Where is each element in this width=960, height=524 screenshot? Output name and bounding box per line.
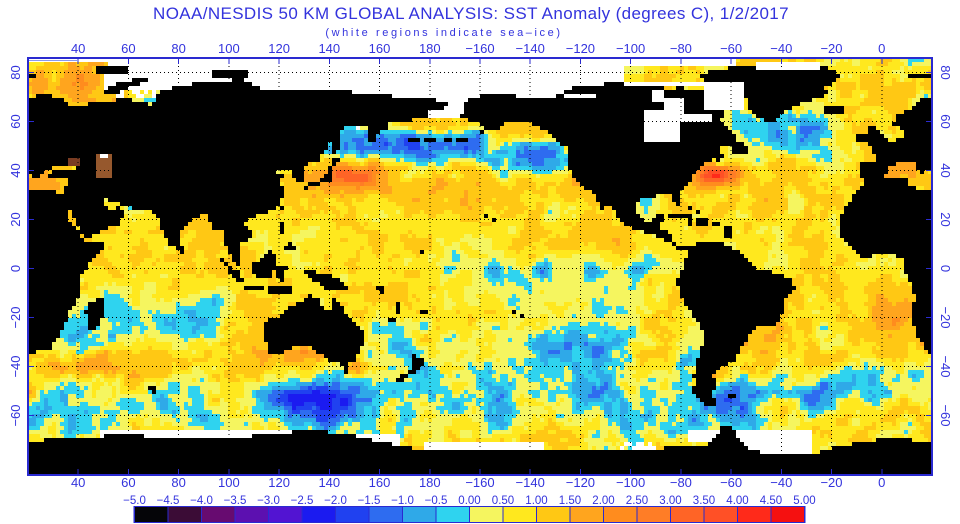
svg-text:60: 60 [8, 114, 23, 128]
svg-text:140: 140 [318, 475, 340, 490]
svg-text:−80: −80 [670, 41, 692, 56]
svg-text:−40: −40 [8, 355, 23, 377]
svg-text:−3.0: −3.0 [257, 495, 280, 507]
svg-text:60: 60 [938, 114, 953, 128]
svg-text:180: 180 [419, 475, 441, 490]
svg-text:(white regions indicate sea–ic: (white regions indicate sea–ice) [325, 27, 562, 39]
svg-text:−140: −140 [516, 41, 545, 56]
svg-text:1.50: 1.50 [559, 495, 581, 507]
svg-text:100: 100 [218, 475, 240, 490]
svg-text:0: 0 [878, 475, 885, 490]
svg-text:160: 160 [369, 41, 391, 56]
svg-text:−20: −20 [938, 306, 953, 328]
svg-text:80: 80 [171, 41, 185, 56]
svg-text:120: 120 [268, 41, 290, 56]
svg-text:−2.5: −2.5 [291, 495, 314, 507]
svg-text:−160: −160 [465, 41, 494, 56]
svg-text:40: 40 [71, 41, 85, 56]
svg-text:0: 0 [8, 265, 23, 272]
svg-text:80: 80 [938, 65, 953, 79]
svg-text:20: 20 [8, 212, 23, 226]
svg-text:0.50: 0.50 [492, 495, 514, 507]
svg-text:3.00: 3.00 [659, 495, 681, 507]
svg-text:−5.0: −5.0 [123, 495, 146, 507]
svg-text:−40: −40 [938, 355, 953, 377]
svg-text:−120: −120 [566, 41, 595, 56]
svg-text:2.00: 2.00 [592, 495, 614, 507]
svg-text:−2.0: −2.0 [324, 495, 347, 507]
svg-text:−140: −140 [516, 475, 545, 490]
svg-text:−20: −20 [820, 41, 842, 56]
svg-text:120: 120 [268, 475, 290, 490]
svg-text:−40: −40 [770, 41, 792, 56]
svg-text:2.50: 2.50 [626, 495, 648, 507]
svg-text:−20: −20 [8, 306, 23, 328]
svg-text:0: 0 [938, 265, 953, 272]
svg-text:4.50: 4.50 [760, 495, 782, 507]
svg-text:−80: −80 [670, 475, 692, 490]
svg-text:140: 140 [318, 41, 340, 56]
svg-text:40: 40 [71, 475, 85, 490]
svg-text:40: 40 [938, 163, 953, 177]
svg-text:80: 80 [171, 475, 185, 490]
svg-text:−0.5: −0.5 [425, 495, 448, 507]
svg-text:180: 180 [419, 41, 441, 56]
svg-text:−1.5: −1.5 [358, 495, 381, 507]
svg-text:−60: −60 [938, 404, 953, 426]
svg-text:60: 60 [121, 475, 135, 490]
svg-text:−1.0: −1.0 [391, 495, 414, 507]
svg-text:−60: −60 [720, 475, 742, 490]
svg-text:−4.0: −4.0 [190, 495, 213, 507]
svg-text:−20: −20 [820, 475, 842, 490]
svg-text:60: 60 [121, 41, 135, 56]
svg-text:0.00: 0.00 [458, 495, 480, 507]
svg-text:0: 0 [878, 41, 885, 56]
svg-text:−40: −40 [770, 475, 792, 490]
svg-text:160: 160 [369, 475, 391, 490]
svg-text:NOAA/NESDIS 50 KM GLOBAL ANALY: NOAA/NESDIS 50 KM GLOBAL ANALYSIS: SST A… [153, 4, 789, 23]
svg-text:−60: −60 [8, 404, 23, 426]
svg-text:1.00: 1.00 [525, 495, 547, 507]
svg-text:20: 20 [938, 212, 953, 226]
svg-text:−3.5: −3.5 [224, 495, 247, 507]
svg-text:5.00: 5.00 [793, 495, 815, 507]
svg-text:40: 40 [8, 163, 23, 177]
svg-text:3.50: 3.50 [693, 495, 715, 507]
svg-text:−4.5: −4.5 [157, 495, 180, 507]
svg-text:−60: −60 [720, 41, 742, 56]
svg-text:4.00: 4.00 [726, 495, 748, 507]
svg-text:100: 100 [218, 41, 240, 56]
svg-text:−100: −100 [616, 41, 645, 56]
svg-text:80: 80 [8, 65, 23, 79]
svg-text:−100: −100 [616, 475, 645, 490]
svg-text:−160: −160 [465, 475, 494, 490]
svg-text:−120: −120 [566, 475, 595, 490]
